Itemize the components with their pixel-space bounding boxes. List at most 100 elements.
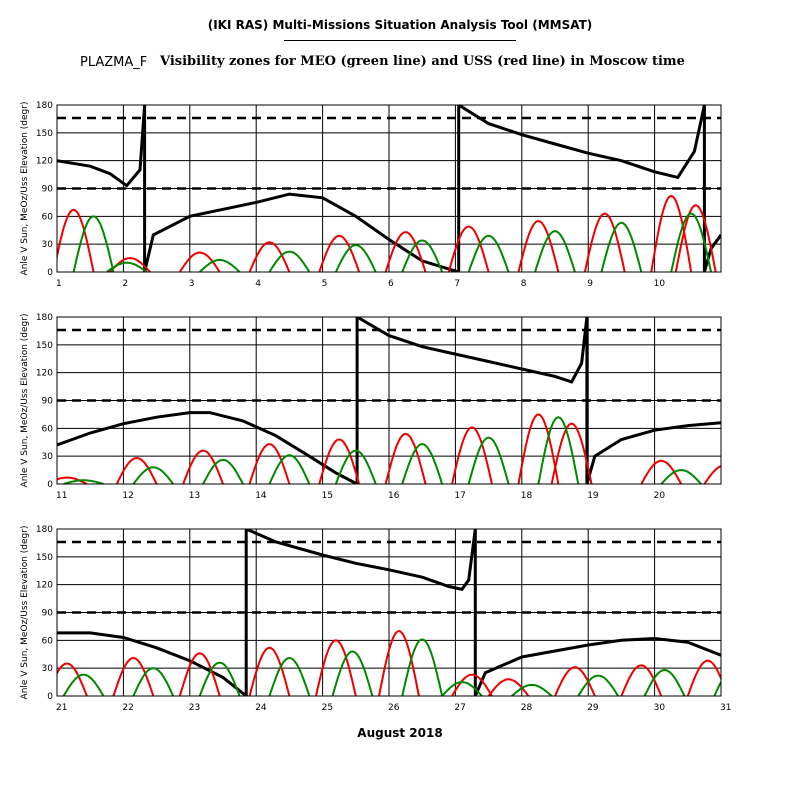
series-uss-pass <box>112 656 155 696</box>
chart-panel-3: 0 30 60 90 120 150 180 21 22 23 24 25 26 27 28 29 30 31 An… <box>20 525 791 713</box>
series-uss-pass <box>57 208 95 272</box>
y-tick-label: 0 <box>47 692 53 702</box>
chart-panel-2: 0 30 60 90 120 150 180 11 12 13 14 15 16 17 18 19 20 Anle… <box>20 313 722 501</box>
series-meo-pass <box>334 449 377 484</box>
plot-series <box>57 529 791 696</box>
y-tick-label: 60 <box>42 424 54 434</box>
series-meo-pass <box>334 244 377 272</box>
series-uss-pass <box>248 443 291 484</box>
x-tick-label: 17 <box>454 491 465 501</box>
series-meo-pass <box>72 215 115 272</box>
series-uss-pass <box>315 639 357 696</box>
series-uss-pass <box>182 449 224 484</box>
y-tick-label: 120 <box>36 581 53 591</box>
x-tick-label: 1 <box>56 279 62 289</box>
series-uss-pass <box>674 204 717 272</box>
plot-frame <box>56 316 722 485</box>
series-uss-pass <box>248 241 291 272</box>
x-tick-label: 25 <box>322 703 333 713</box>
x-tick-label: 18 <box>521 491 533 501</box>
y-tick-label: 150 <box>36 341 53 351</box>
series-meo-pass <box>660 469 702 484</box>
series-meo-pass <box>441 681 483 696</box>
series-meo-pass <box>751 673 791 696</box>
y-tick-label: 60 <box>42 212 54 222</box>
x-tick-label: 12 <box>122 491 133 501</box>
series-uss-pass <box>378 630 420 696</box>
y-tick-label: 180 <box>36 101 53 111</box>
chart-panel-1: 0 30 60 90 120 150 180 1 2 3 4 5 6 7 8 9 10 Anle V Sun, M… <box>20 101 722 289</box>
x-tick-label: 9 <box>587 279 593 289</box>
series-meo-pass <box>199 258 241 272</box>
y-tick-label: 30 <box>42 664 54 674</box>
x-tick-label: 27 <box>454 703 465 713</box>
y-tick-label: 30 <box>42 452 54 462</box>
series-meo-pass <box>202 458 244 484</box>
x-tick-label: 14 <box>255 491 267 501</box>
x-tick-label: 22 <box>122 703 133 713</box>
series-uss-pass <box>650 194 693 272</box>
series-uss-pass <box>318 438 361 484</box>
series-uss-pass <box>517 219 560 272</box>
plot-series <box>57 105 721 272</box>
y-tick-label: 60 <box>42 636 54 646</box>
series-meo-pass <box>331 650 374 696</box>
x-tick-label: 24 <box>255 703 267 713</box>
series-uss-pass <box>550 422 593 484</box>
y-tick-label: 90 <box>42 609 54 619</box>
y-tick-label: 120 <box>36 369 53 379</box>
series-meo-pass <box>401 239 444 272</box>
series-uss-pass <box>115 456 158 484</box>
y-tick-label: 180 <box>36 313 53 323</box>
y-tick-label: 150 <box>36 553 53 563</box>
series-uss-pass <box>583 212 626 272</box>
month-label: August 2018 <box>357 726 443 740</box>
series-meo-pass <box>62 673 105 696</box>
plot-series <box>57 317 721 484</box>
x-tick-label: 13 <box>189 491 200 501</box>
x-tick-label: 23 <box>189 703 200 713</box>
series-uss-pass <box>517 413 560 484</box>
series-meo-pass <box>401 443 444 484</box>
y-axis-label: Anle V Sun, MeOz/Uss Elevation (degr) <box>20 102 30 276</box>
y-tick-label: 150 <box>36 129 53 139</box>
series-meo-pass <box>537 416 580 484</box>
series-uss-pass <box>384 432 427 484</box>
x-tick-label: 21 <box>56 703 67 713</box>
plot-title: Visibility zones for MEO (green line) an… <box>160 54 685 69</box>
series-meo-pass <box>467 436 510 484</box>
series-angle <box>57 529 721 696</box>
title-underline <box>284 40 516 41</box>
x-tick-label: 8 <box>521 279 527 289</box>
y-tick-label: 120 <box>36 157 53 167</box>
series-uss-pass <box>686 659 721 696</box>
series-meo-pass <box>713 680 721 696</box>
plot-frame <box>56 104 722 273</box>
series-meo-pass <box>401 638 444 696</box>
series-angle <box>57 317 721 484</box>
series-uss-pass <box>178 652 221 696</box>
x-tick-label: 5 <box>322 279 328 289</box>
series-uss-pass <box>384 231 427 272</box>
x-tick-label: 2 <box>122 279 128 289</box>
y-tick-label: 90 <box>42 185 54 195</box>
series-meo-pass <box>534 230 576 272</box>
y-tick-label: 30 <box>42 240 54 250</box>
page-title: (IKI RAS) Multi-Missions Situation Analy… <box>207 18 593 32</box>
series-meo-pass <box>670 212 712 272</box>
y-axis-label: Anle V Sun, MeOz/Uss Elevation (degr) <box>20 314 30 488</box>
x-tick-label: 10 <box>654 279 666 289</box>
series-uss-pass <box>451 673 493 696</box>
series-meo-pass <box>106 261 148 272</box>
series-uss-pass <box>620 664 663 696</box>
y-tick-label: 90 <box>42 397 54 407</box>
x-tick-label: 31 <box>720 703 731 713</box>
series-meo-pass <box>132 667 175 696</box>
y-tick-label: 0 <box>47 480 53 490</box>
x-tick-label: 29 <box>587 703 599 713</box>
series-uss-pass <box>451 426 493 484</box>
series-meo-pass <box>132 466 174 484</box>
x-tick-label: 26 <box>388 703 400 713</box>
series-meo-pass <box>268 250 311 272</box>
